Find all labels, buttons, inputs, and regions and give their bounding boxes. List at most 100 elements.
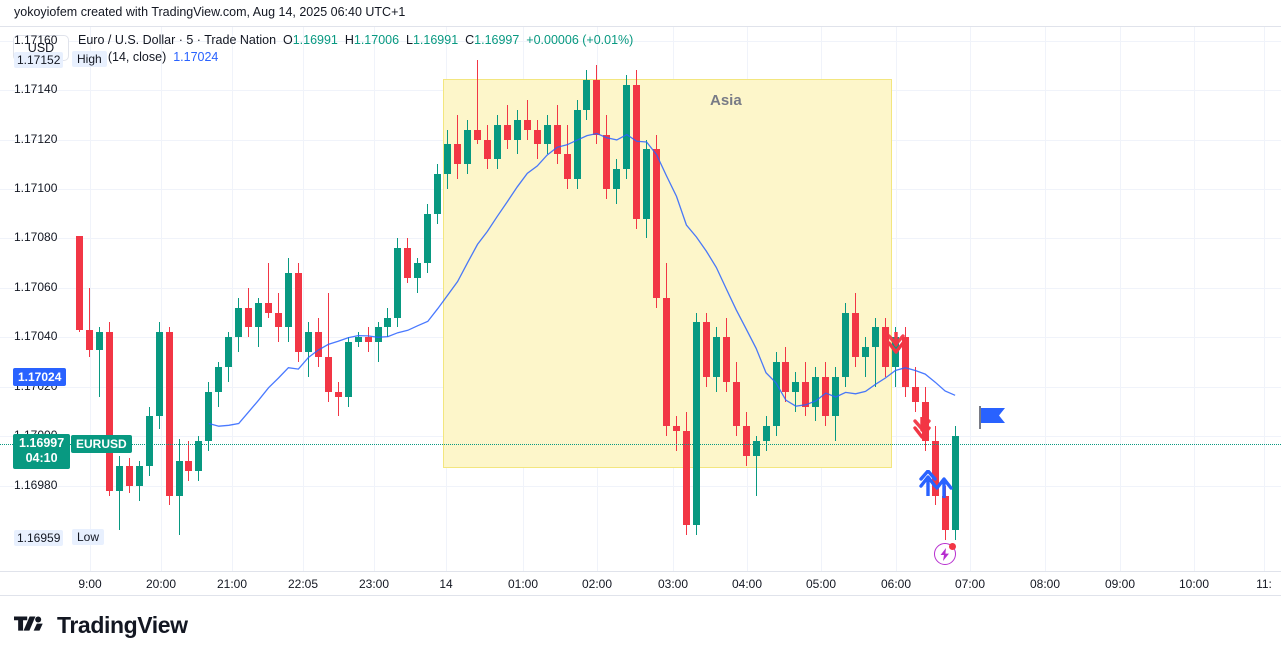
- candle-body[interactable]: [404, 248, 412, 278]
- candle-body[interactable]: [563, 154, 571, 180]
- candle-body[interactable]: [185, 460, 193, 471]
- sma-price-badge[interactable]: 1.17024: [13, 367, 67, 386]
- candle-body[interactable]: [503, 124, 511, 140]
- candle-body[interactable]: [314, 332, 322, 358]
- candle-body[interactable]: [265, 302, 273, 313]
- candle-body[interactable]: [802, 381, 810, 407]
- candle-body[interactable]: [394, 248, 402, 318]
- candle-body[interactable]: [255, 302, 263, 328]
- candle-body[interactable]: [881, 327, 889, 367]
- candle-body[interactable]: [384, 317, 392, 328]
- candle-body[interactable]: [344, 342, 352, 397]
- candle-body[interactable]: [493, 124, 501, 160]
- candle-body[interactable]: [911, 386, 919, 402]
- candle-body[interactable]: [573, 109, 581, 180]
- candle-body[interactable]: [324, 357, 332, 392]
- candle-body[interactable]: [364, 337, 372, 343]
- candle-body[interactable]: [513, 119, 521, 140]
- candle-body[interactable]: [474, 129, 481, 140]
- candle-body[interactable]: [95, 332, 103, 350]
- candle-body[interactable]: [663, 297, 671, 427]
- candle-body[interactable]: [105, 332, 113, 491]
- symbol-price-tag[interactable]: EURUSD: [71, 434, 132, 453]
- candle-body[interactable]: [583, 80, 591, 110]
- candle-body[interactable]: [951, 436, 959, 531]
- buy-marker-arrow-single[interactable]: [933, 472, 955, 498]
- candle-body[interactable]: [872, 327, 879, 348]
- candle-body[interactable]: [284, 273, 292, 328]
- candle-body[interactable]: [434, 174, 442, 214]
- candle-body[interactable]: [613, 169, 621, 189]
- candle-body[interactable]: [812, 376, 820, 407]
- candle-body[interactable]: [593, 80, 601, 135]
- current-price-badge[interactable]: 1.16997 04:10: [13, 433, 71, 469]
- candle-body[interactable]: [702, 322, 710, 377]
- flag-marker-icon[interactable]: [981, 408, 1005, 423]
- candle-body[interactable]: [205, 391, 213, 442]
- candle-body[interactable]: [464, 129, 472, 165]
- chart-plot-area[interactable]: Asia: [0, 27, 1281, 571]
- candle-body[interactable]: [653, 149, 661, 298]
- candle-body[interactable]: [175, 460, 183, 496]
- candle-body[interactable]: [692, 322, 700, 526]
- candle-body[interactable]: [225, 337, 233, 367]
- candle-body[interactable]: [334, 391, 342, 397]
- candle-body[interactable]: [673, 426, 680, 432]
- candle-body[interactable]: [921, 401, 929, 442]
- candle-body[interactable]: [454, 144, 462, 165]
- legend-symbol-row[interactable]: Euro / U.S. Dollar · 5 · Trade Nation O1…: [78, 32, 633, 49]
- candle-body[interactable]: [294, 273, 302, 353]
- candle-body[interactable]: [782, 362, 790, 392]
- candle-body[interactable]: [862, 347, 870, 358]
- candle-body[interactable]: [762, 426, 770, 442]
- candle-body[interactable]: [533, 129, 541, 145]
- candle-body[interactable]: [424, 213, 432, 264]
- candle-body[interactable]: [155, 332, 163, 417]
- candle-body[interactable]: [732, 381, 740, 427]
- candle-body[interactable]: [444, 144, 452, 175]
- candle-body[interactable]: [752, 441, 760, 456]
- candle-body[interactable]: [553, 124, 561, 155]
- sell-marker-arrow-2[interactable]: [911, 417, 933, 443]
- candle-body[interactable]: [722, 337, 730, 382]
- candle-body[interactable]: [842, 312, 850, 377]
- candle-body[interactable]: [354, 337, 362, 343]
- candle-body[interactable]: [115, 465, 123, 491]
- candle-body[interactable]: [603, 134, 611, 189]
- legend-indicator-row[interactable]: SMA (14, close) 1.17024: [78, 49, 633, 66]
- candle-body[interactable]: [195, 441, 203, 471]
- candle-body[interactable]: [135, 465, 143, 486]
- candle-body[interactable]: [623, 85, 631, 170]
- candle-body[interactable]: [483, 139, 491, 160]
- candle-body[interactable]: [165, 332, 173, 496]
- candle-body[interactable]: [275, 312, 282, 328]
- buy-marker-arrow-double[interactable]: [917, 470, 939, 496]
- sell-marker-arrow-1[interactable]: [885, 332, 907, 358]
- candle-body[interactable]: [85, 329, 93, 350]
- candle-body[interactable]: [304, 332, 312, 353]
- candle-body[interactable]: [931, 441, 939, 496]
- candle-body[interactable]: [145, 416, 153, 466]
- candle-body[interactable]: [374, 327, 382, 343]
- candle-body[interactable]: [712, 337, 720, 377]
- candle-body[interactable]: [643, 149, 651, 219]
- candle-body[interactable]: [792, 381, 800, 392]
- candle-body[interactable]: [941, 495, 949, 531]
- candle-body[interactable]: [125, 465, 133, 486]
- candle-body[interactable]: [852, 312, 860, 358]
- candle-body[interactable]: [215, 367, 223, 392]
- candle-body[interactable]: [822, 376, 830, 417]
- candle-body[interactable]: [235, 307, 243, 338]
- candle-body[interactable]: [543, 124, 551, 145]
- economic-event-icon[interactable]: [934, 543, 956, 565]
- candle-body[interactable]: [523, 119, 531, 130]
- candle-body[interactable]: [633, 85, 641, 219]
- candle-body[interactable]: [682, 431, 690, 526]
- candle-body[interactable]: [772, 362, 780, 427]
- candle-body[interactable]: [901, 337, 909, 387]
- tradingview-logo[interactable]: TradingView: [14, 612, 188, 639]
- time-axis[interactable]: 9:00 20:00 21:00 22:05 23:00 14 01:00 02:00 03:0…: [0, 571, 1281, 596]
- candle-body[interactable]: [245, 307, 253, 328]
- candle-body[interactable]: [414, 263, 422, 278]
- candle-body[interactable]: [742, 426, 750, 457]
